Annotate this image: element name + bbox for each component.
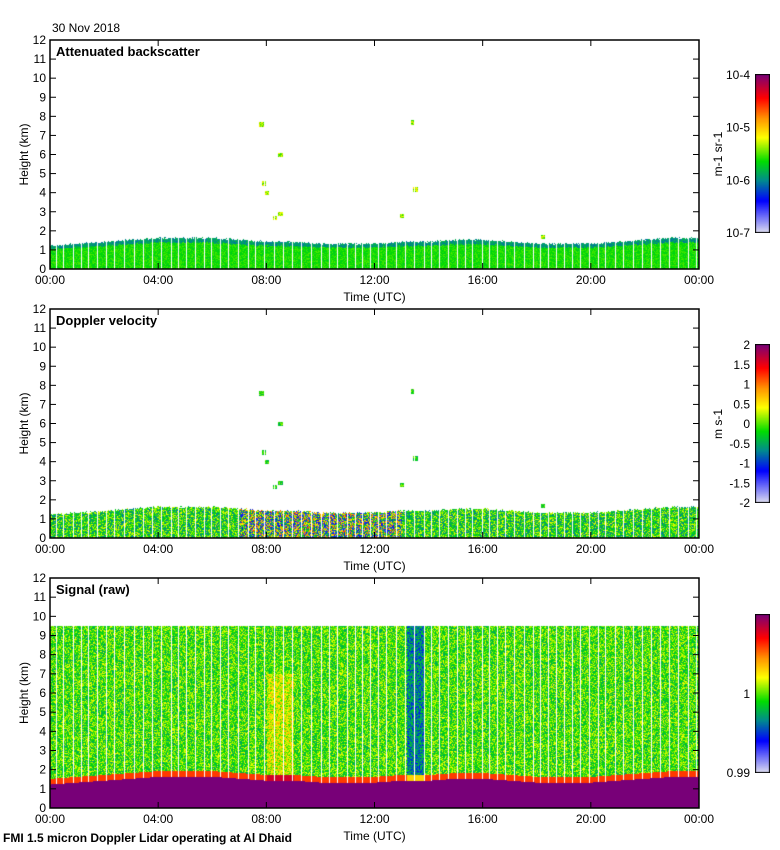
y-tick-label: 6 xyxy=(39,148,46,162)
signal-heatmap xyxy=(50,578,699,808)
plot-frame xyxy=(49,308,700,539)
y-tick-label: 1 xyxy=(39,782,46,796)
x-tick-label: 20:00 xyxy=(576,273,606,287)
y-tick-label: 10 xyxy=(33,609,47,623)
y-axis-label: Height (km) xyxy=(17,392,31,454)
colorbar-tick-label: 1 xyxy=(743,687,750,701)
backscatter-heatmap xyxy=(50,40,699,269)
y-tick-label: 6 xyxy=(39,417,46,431)
y-tick-label: 8 xyxy=(39,378,46,392)
y-tick-label: 8 xyxy=(39,109,46,123)
y-tick-label: 0 xyxy=(39,531,46,545)
colorbar-tick-label: -0.5 xyxy=(729,437,750,451)
x-tick-label: 08:00 xyxy=(251,812,281,826)
y-tick-label: 5 xyxy=(39,436,46,450)
x-tick-label: 12:00 xyxy=(359,812,389,826)
x-tick-label: 08:00 xyxy=(251,273,281,287)
colorbar-label: m s-1 xyxy=(711,409,725,439)
y-tick-label: 9 xyxy=(39,90,46,104)
plot-frame xyxy=(49,39,700,270)
backscatter-colorbar xyxy=(755,74,770,233)
x-tick-label: 00:00 xyxy=(684,542,714,556)
y-tick-label: 0 xyxy=(39,801,46,815)
date-label: 30 Nov 2018 xyxy=(52,21,121,35)
panel-title: Doppler velocity xyxy=(56,313,158,328)
y-tick-label: 4 xyxy=(39,186,46,200)
y-tick-label: 6 xyxy=(39,686,46,700)
y-tick-label: 2 xyxy=(39,224,46,238)
colorbar-tick-label: -2 xyxy=(739,496,750,510)
footer-caption: FMI 1.5 micron Doppler Lidar operating a… xyxy=(3,831,292,845)
y-tick-label: 10 xyxy=(33,340,47,354)
colorbar-label: m-1 sr-1 xyxy=(711,131,725,176)
x-tick-label: 04:00 xyxy=(143,542,173,556)
panel-title: Signal (raw) xyxy=(56,582,130,597)
y-tick-label: 12 xyxy=(33,571,47,585)
colorbar-tick-label: 10-4 xyxy=(726,68,750,82)
y-tick-label: 9 xyxy=(39,359,46,373)
colorbar-tick-label: 1 xyxy=(743,378,750,392)
y-tick-label: 12 xyxy=(33,33,47,47)
x-tick-label: 12:00 xyxy=(359,273,389,287)
y-tick-label: 11 xyxy=(34,321,47,335)
colorbar-tick-label: 0.99 xyxy=(727,766,751,780)
y-axis-label: Height (km) xyxy=(17,123,31,185)
y-tick-label: 3 xyxy=(39,744,46,758)
y-tick-label: 7 xyxy=(39,667,46,681)
y-tick-label: 2 xyxy=(39,493,46,507)
y-tick-label: 9 xyxy=(39,629,46,643)
y-tick-label: 1 xyxy=(39,243,46,257)
x-tick-label: 00:00 xyxy=(35,542,65,556)
y-tick-label: 5 xyxy=(39,705,46,719)
colorbar-tick-label: 1.5 xyxy=(733,358,750,372)
colorbar-tick-label: 0 xyxy=(743,417,750,431)
x-tick-label: 00:00 xyxy=(35,273,65,287)
y-tick-label: 7 xyxy=(39,397,46,411)
colorbar-tick-label: 2 xyxy=(743,338,750,352)
x-tick-label: 08:00 xyxy=(251,542,281,556)
x-tick-label: 04:00 xyxy=(143,812,173,826)
x-tick-label: 20:00 xyxy=(576,542,606,556)
x-axis-label: Time (UTC) xyxy=(343,559,405,573)
x-tick-label: 04:00 xyxy=(143,273,173,287)
colorbar-tick-label: 10-7 xyxy=(726,226,750,240)
y-tick-label: 11 xyxy=(34,590,47,604)
x-tick-label: 20:00 xyxy=(576,812,606,826)
x-tick-label: 16:00 xyxy=(468,812,498,826)
y-tick-label: 5 xyxy=(39,167,46,181)
colorbar-tick-label: 10-5 xyxy=(726,121,750,135)
x-tick-label: 12:00 xyxy=(359,542,389,556)
velocity-colorbar xyxy=(755,344,770,503)
panel-title: Attenuated backscatter xyxy=(56,44,200,59)
x-tick-label: 16:00 xyxy=(468,542,498,556)
y-axis-label: Height (km) xyxy=(17,662,31,724)
plot-frame xyxy=(49,577,700,809)
y-tick-label: 8 xyxy=(39,648,46,662)
x-axis-label: Time (UTC) xyxy=(343,290,405,304)
y-tick-label: 0 xyxy=(39,262,46,276)
y-tick-label: 3 xyxy=(39,474,46,488)
y-tick-label: 3 xyxy=(39,205,46,219)
y-tick-label: 11 xyxy=(34,52,47,66)
colorbar-tick-label: 10-6 xyxy=(726,173,750,187)
y-tick-label: 4 xyxy=(39,455,46,469)
velocity-heatmap xyxy=(50,309,699,538)
x-tick-label: 00:00 xyxy=(35,812,65,826)
x-tick-label: 00:00 xyxy=(684,812,714,826)
colorbar-tick-label: -1 xyxy=(739,457,750,471)
y-tick-label: 12 xyxy=(33,302,47,316)
y-tick-label: 7 xyxy=(39,128,46,142)
x-tick-label: 16:00 xyxy=(468,273,498,287)
y-tick-label: 4 xyxy=(39,724,46,738)
y-tick-label: 2 xyxy=(39,763,46,777)
x-axis-label: Time (UTC) xyxy=(343,829,405,843)
x-tick-label: 00:00 xyxy=(684,273,714,287)
y-tick-label: 1 xyxy=(39,512,46,526)
colorbar-tick-label: -1.5 xyxy=(729,476,750,490)
signal-colorbar xyxy=(755,614,770,773)
colorbar-tick-label: 0.5 xyxy=(733,397,750,411)
y-tick-label: 10 xyxy=(33,71,47,85)
